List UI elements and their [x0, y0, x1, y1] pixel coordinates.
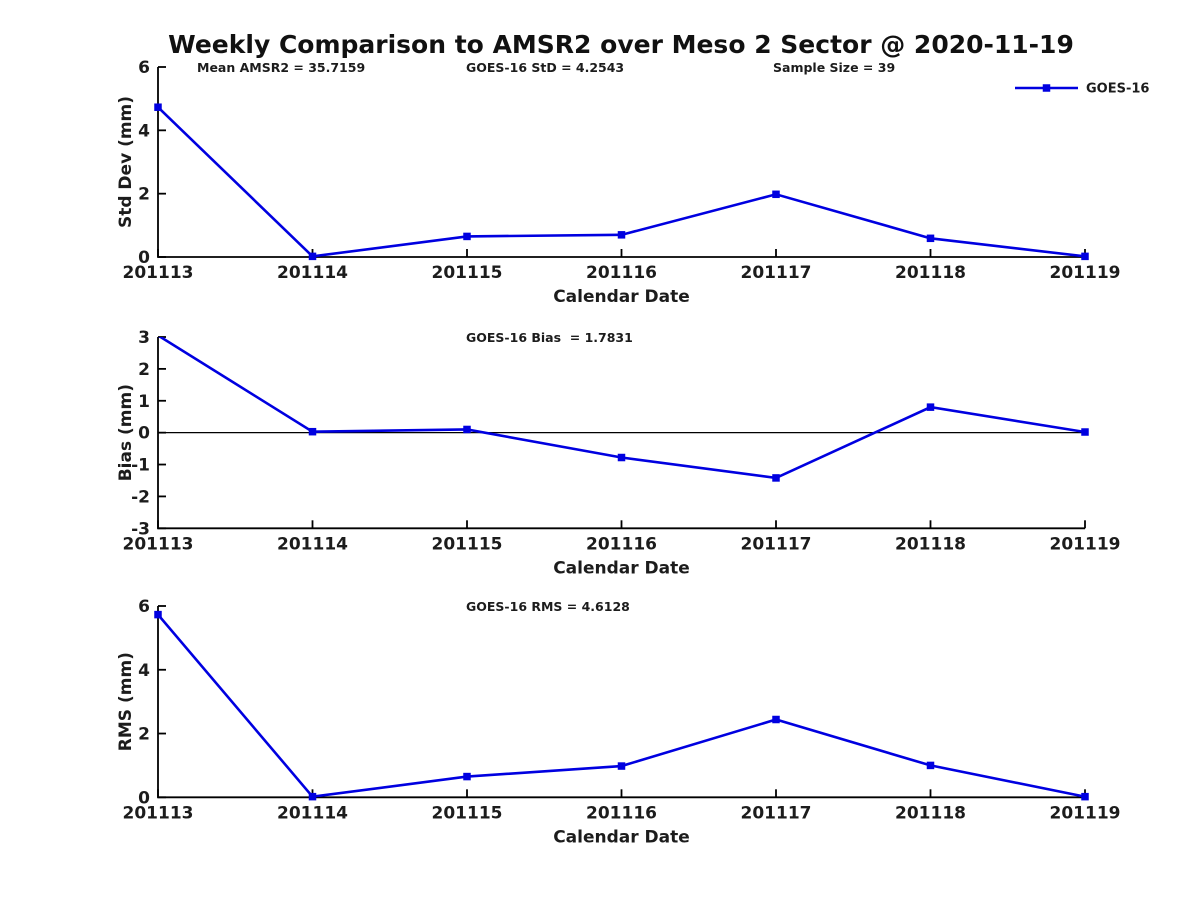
- y-tick-label: 4: [138, 661, 150, 681]
- data-point-marker: [1081, 252, 1089, 261]
- data-point-marker: [926, 761, 935, 770]
- stat-annotation: GOES-16 StD = 4.2543: [466, 60, 624, 75]
- legend: GOES-16: [1015, 82, 1149, 97]
- y-tick-label: 6: [138, 597, 150, 617]
- x-tick-label: 201114: [277, 263, 348, 283]
- data-point-marker: [617, 762, 626, 770]
- subplot-1: 0 2 4 6 201113 201114 201115 201116 201117 201118…: [116, 58, 1149, 307]
- stat-annotation: GOES-16 RMS = 4.6128: [466, 599, 630, 614]
- x-tick-label: 201113: [123, 534, 194, 554]
- data-point-marker: [154, 610, 162, 619]
- y-tick-label: 2: [138, 725, 150, 745]
- x-tick-label: 201119: [1050, 534, 1121, 554]
- y-axis-title: Bias (mm): [116, 384, 136, 481]
- y-tick-label: 2: [138, 360, 150, 380]
- figure-title: Weekly Comparison to AMSR2 over Meso 2 S…: [168, 30, 1074, 59]
- y-axis-title: RMS (mm): [116, 652, 136, 751]
- stat-annotation: Sample Size = 39: [773, 60, 895, 75]
- data-point-marker: [154, 103, 162, 111]
- x-tick-label: 201117: [741, 803, 812, 823]
- data-point-marker: [463, 232, 471, 241]
- stat-annotation: GOES-16 Bias = 1.7831: [466, 330, 633, 345]
- data-point-marker: [617, 231, 626, 239]
- x-tick-label: 201116: [586, 534, 657, 554]
- x-tick-label: 201118: [895, 263, 966, 283]
- x-tick-label: 201114: [277, 534, 348, 554]
- data-point-marker: [1081, 792, 1089, 801]
- x-tick-label: 201119: [1050, 263, 1121, 283]
- data-point-marker: [308, 252, 317, 261]
- x-tick-label: 201114: [277, 803, 348, 823]
- data-point-marker: [308, 792, 317, 801]
- x-tick-label: 201115: [432, 803, 503, 823]
- data-point-marker: [926, 403, 935, 411]
- data-point-marker: [463, 772, 471, 781]
- y-tick-label: 3: [138, 328, 150, 348]
- y-tick-label: 0: [138, 248, 150, 268]
- x-tick-label: 201113: [123, 803, 194, 823]
- legend-marker-sample: [1042, 84, 1051, 92]
- x-tick-label: 201118: [895, 534, 966, 554]
- y-tick-label: -2: [131, 487, 150, 507]
- axes-frame: [157, 67, 1085, 258]
- x-tick-label: 201113: [123, 263, 194, 283]
- y-tick-label: 0: [138, 788, 150, 808]
- y-tick-label: 6: [138, 58, 150, 78]
- x-axis-title: Calendar Date: [553, 827, 690, 847]
- subplot-3: 0 2 4 6 201113 201114 201115 201116 201117 201118…: [116, 597, 1120, 847]
- data-point-marker: [1081, 428, 1089, 436]
- y-tick-label: 2: [138, 185, 150, 205]
- y-tick-label: -1: [131, 456, 150, 476]
- x-tick-label: 201119: [1050, 803, 1121, 823]
- x-tick-label: 201116: [586, 263, 657, 283]
- y-tick-label: -3: [131, 519, 150, 539]
- x-tick-label: 201115: [432, 263, 503, 283]
- stat-annotation: Mean AMSR2 = 35.7159: [197, 60, 365, 75]
- data-point-marker: [617, 453, 626, 462]
- y-tick-label: 0: [138, 424, 150, 444]
- data-point-marker: [308, 427, 317, 436]
- data-point-marker: [463, 425, 471, 434]
- x-tick-label: 201117: [741, 534, 812, 554]
- x-tick-label: 201115: [432, 534, 503, 554]
- x-tick-label: 201118: [895, 803, 966, 823]
- x-tick-label: 201116: [586, 803, 657, 823]
- y-axis-title: Std Dev (mm): [116, 96, 136, 228]
- data-point-marker: [772, 474, 780, 482]
- x-axis-title: Calendar Date: [553, 558, 690, 578]
- x-axis-title: Calendar Date: [553, 287, 690, 307]
- data-point-marker: [772, 715, 780, 724]
- legend-label: GOES-16: [1086, 82, 1149, 97]
- y-tick-label: 1: [138, 392, 150, 412]
- y-tick-label: 4: [138, 121, 150, 141]
- x-tick-label: 201117: [741, 263, 812, 283]
- data-point-marker: [772, 190, 780, 199]
- data-point-marker: [926, 234, 935, 243]
